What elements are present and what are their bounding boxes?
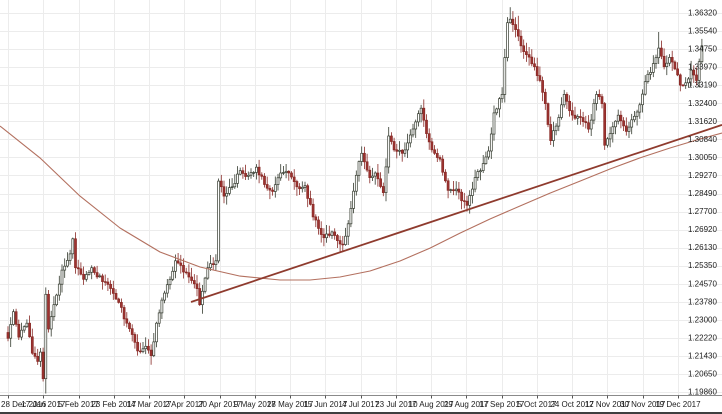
svg-text:29 Aug 2017: 29 Aug 2017 [444, 400, 489, 409]
svg-text:1.20650: 1.20650 [688, 370, 717, 379]
svg-text:1.24570: 1.24570 [688, 279, 717, 288]
svg-text:28 May 2017: 28 May 2017 [267, 400, 314, 409]
svg-text:1.19860: 1.19860 [688, 388, 717, 397]
svg-text:1.26130: 1.26130 [688, 243, 717, 252]
svg-text:1.30840: 1.30840 [688, 135, 717, 144]
svg-text:23 Jul 2017: 23 Jul 2017 [375, 400, 417, 409]
grid [0, 0, 722, 395]
moving-average-line [0, 125, 722, 281]
svg-text:12 Nov 2017: 12 Nov 2017 [585, 400, 631, 409]
svg-text:1.22220: 1.22220 [688, 333, 717, 342]
svg-text:24 Oct 2017: 24 Oct 2017 [550, 400, 594, 409]
svg-text:1.33190: 1.33190 [688, 81, 717, 90]
svg-text:15 Jun 2017: 15 Jun 2017 [303, 400, 348, 409]
svg-text:1.30050: 1.30050 [688, 153, 717, 162]
svg-text:1.31620: 1.31620 [688, 117, 717, 126]
svg-text:1.27700: 1.27700 [688, 207, 717, 216]
svg-text:1.34750: 1.34750 [688, 45, 717, 54]
svg-text:1.32400: 1.32400 [688, 99, 717, 108]
svg-text:10 Aug 2017: 10 Aug 2017 [409, 400, 454, 409]
price-axis-labels: 1.36320 1.35540 1.34750 1.33970 1.33190 1.324… [688, 9, 717, 397]
svg-text:1.33970: 1.33970 [688, 63, 717, 72]
svg-text:28 Dec 2016: 28 Dec 2016 [1, 400, 47, 409]
svg-text:1.26920: 1.26920 [688, 225, 717, 234]
window-bottom-edge [0, 412, 722, 414]
trendline[interactable] [190, 124, 722, 303]
svg-text:19 Dec 2017: 19 Dec 2017 [655, 400, 701, 409]
svg-text:1.29270: 1.29270 [688, 171, 717, 180]
svg-text:9 May 2017: 9 May 2017 [234, 400, 276, 409]
svg-text:1.35540: 1.35540 [688, 27, 717, 36]
svg-text:17 Sep 2017: 17 Sep 2017 [479, 400, 525, 409]
time-axis [0, 395, 722, 399]
svg-text:1.23000: 1.23000 [688, 315, 717, 324]
svg-text:5 Feb 2017: 5 Feb 2017 [58, 400, 99, 409]
svg-text:2 Apr 2017: 2 Apr 2017 [165, 400, 204, 409]
svg-text:1.28490: 1.28490 [688, 189, 717, 198]
svg-text:20 Apr 2017: 20 Apr 2017 [198, 400, 242, 409]
svg-text:1.23780: 1.23780 [688, 297, 717, 306]
candlesticks [6, 7, 704, 394]
svg-text:17 Jan 2017: 17 Jan 2017 [21, 400, 66, 409]
svg-text:1.36320: 1.36320 [688, 9, 717, 18]
svg-text:5 Oct 2017: 5 Oct 2017 [517, 400, 557, 409]
svg-text:1.25350: 1.25350 [688, 261, 717, 270]
svg-text:1.21430: 1.21430 [688, 351, 717, 360]
svg-text:4 Jul 2017: 4 Jul 2017 [342, 400, 379, 409]
svg-text:23 Feb 2017: 23 Feb 2017 [91, 400, 136, 409]
svg-text:14 Mar 2017: 14 Mar 2017 [127, 400, 172, 409]
svg-text:30 Nov 2017: 30 Nov 2017 [620, 400, 666, 409]
